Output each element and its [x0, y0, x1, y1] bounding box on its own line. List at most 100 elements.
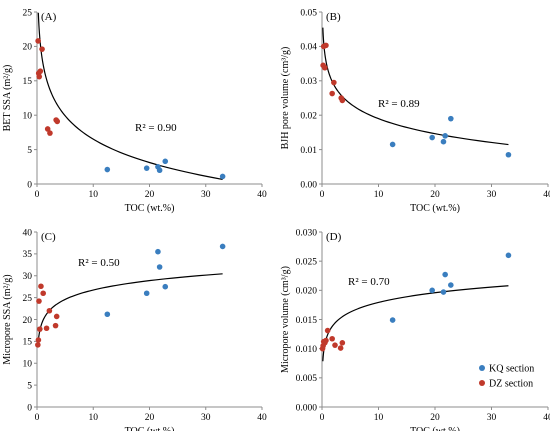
chart-panel-a: 0 10 20 30 40 0 5 10 15 20 25 TOC (wt.%) BET SSA (m²… [2, 8, 267, 214]
y-tick-label: 20 [23, 43, 33, 53]
dz-data-point [37, 326, 43, 332]
y-tick-label: 0.05 [300, 8, 317, 18]
y-tick-label: 0.04 [300, 43, 317, 53]
y-tick-label: 5 [27, 381, 32, 391]
dz-data-point [35, 337, 42, 343]
y-tick-label: 40 [23, 228, 33, 238]
x-tick-label: 0 [320, 190, 325, 200]
y-tick-label: 30 [23, 272, 33, 282]
y-tick-label: 20 [23, 316, 33, 326]
y-tick-label: 0.025 [296, 257, 318, 267]
kq-data-point [156, 167, 163, 174]
dz-data-point [38, 283, 44, 290]
x-tick-label: 40 [257, 190, 267, 200]
dz-data-point [53, 313, 60, 320]
kq-data-point [442, 271, 448, 278]
kq-data-point [389, 317, 396, 323]
y-tick-label: 0 [27, 180, 32, 190]
kq-data-point [143, 165, 150, 171]
x-tick-label: 30 [487, 190, 497, 200]
y-tick-label: 15 [23, 77, 33, 87]
y-axis-title: BJH pore volume (cm³/g) [280, 47, 291, 150]
dz-data-point [47, 130, 53, 136]
dz-data-point [36, 298, 42, 304]
kq-data-point [143, 290, 150, 297]
y-tick-label: 10 [23, 360, 33, 370]
x-tick-label: 0 [35, 413, 40, 423]
legend: KQ section DZ section [479, 364, 534, 390]
kq-data-point [162, 283, 169, 290]
x-tick-label: 10 [374, 413, 384, 423]
chart-panel-c: 0 10 20 30 40 0 5 10 15 20 25 30 35 40 TOC (wt.%) Micro… [2, 228, 267, 431]
kq-data-point [429, 134, 435, 141]
y-axis-title: Micropore SSA (m²/g) [2, 274, 13, 364]
dz-data-point [337, 345, 344, 351]
dz-data-point [323, 42, 329, 49]
x-tick-label: 20 [145, 413, 155, 423]
dz-data-point [52, 322, 59, 329]
y-tick-label: 25 [23, 294, 33, 304]
chart-panel-d: 0 10 20 30 40 0.000 0.005 0.010 0.015 0.020 0.025 0… [280, 228, 550, 431]
kq-data-point [429, 287, 435, 294]
dz-data-point [323, 337, 329, 344]
kq-data-point [505, 252, 512, 259]
x-axis-title: TOC (wt.%) [410, 203, 460, 214]
x-tick-label: 0 [320, 413, 325, 423]
dz-data-point [322, 64, 328, 71]
dz-data-point [339, 97, 346, 104]
y-axis-title: Micropore volume (cm³/g) [280, 266, 291, 373]
legend-label-dz: DZ section [489, 379, 533, 390]
r-squared-label: R² = 0.89 [378, 98, 420, 110]
x-tick-label: 20 [430, 413, 440, 423]
kq-data-point [162, 158, 169, 165]
legend-marker-kq [479, 365, 485, 371]
dz-data-point [35, 38, 41, 44]
dz-data-point [332, 342, 338, 348]
dz-data-point [43, 325, 50, 332]
dz-data-point [37, 68, 44, 74]
kq-data-point [440, 138, 447, 145]
trend-curve [322, 27, 509, 146]
r-squared-label: R² = 0.90 [135, 122, 177, 134]
y-tick-label: 0.02 [300, 112, 317, 122]
legend-marker-dz [479, 380, 485, 386]
legend-label-kq: KQ section [489, 364, 534, 375]
kq-data-point [440, 289, 447, 295]
y-tick-label: 25 [23, 8, 33, 18]
trend-curve [322, 285, 509, 362]
y-axis-title: BET SSA (m²/g) [2, 65, 13, 132]
r-squared-label: R² = 0.50 [78, 257, 120, 269]
dz-data-point [39, 46, 45, 52]
panel-label: (D) [326, 231, 342, 243]
kq-data-point [442, 133, 448, 139]
dz-data-point [54, 118, 61, 125]
kq-data-point [448, 115, 454, 122]
x-tick-label: 20 [145, 190, 155, 200]
y-tick-label: 10 [23, 112, 33, 122]
panel-label: (B) [326, 11, 341, 23]
y-tick-label: 0.03 [300, 77, 317, 87]
x-tick-label: 20 [430, 190, 440, 200]
kq-data-point [104, 311, 111, 318]
kq-data-point [155, 248, 161, 255]
kq-data-point [104, 166, 111, 173]
dz-data-point [40, 290, 46, 297]
x-axis-title: TOC (wt.%) [125, 203, 175, 214]
y-tick-label: 0.00 [300, 180, 317, 190]
y-tick-label: 0 [27, 403, 32, 413]
x-tick-label: 10 [374, 190, 384, 200]
x-axis-title: TOC (wt.%) [410, 426, 460, 431]
panel-label: (A) [41, 11, 57, 23]
dz-data-point [46, 307, 53, 314]
dz-data-point [44, 126, 51, 132]
chart-panel-b: 0 10 20 30 40 0.00 0.01 0.02 0.03 0.04 0.05 TOC (wt… [280, 8, 550, 214]
dz-data-point [331, 79, 337, 86]
x-tick-label: 10 [89, 190, 99, 200]
dz-data-point [324, 327, 331, 334]
trend-curve [37, 12, 223, 180]
y-tick-label: 0.01 [300, 146, 317, 156]
y-tick-label: 0.000 [296, 403, 318, 413]
panel-label: (C) [41, 231, 56, 243]
trend-curve [37, 273, 223, 348]
